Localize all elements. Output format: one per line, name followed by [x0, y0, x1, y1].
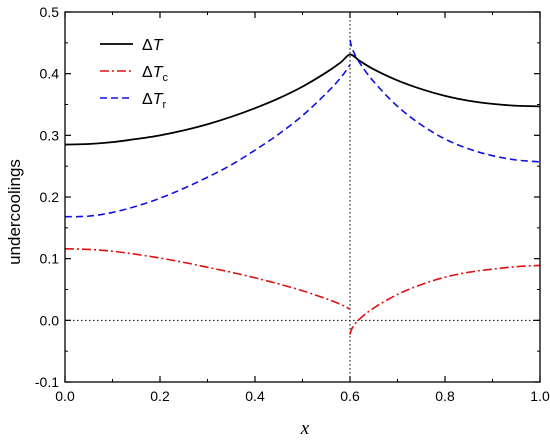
- x-tick-label: 0.0: [55, 388, 75, 404]
- ticks: 0.0 0.2 0.4 0.6 0.8 1.0-0.10.00.10.20.30.40.5: [35, 4, 550, 404]
- x-tick-label: 0.4: [245, 388, 265, 404]
- legend-label-0: ΔT: [142, 37, 164, 54]
- reference-lines: [65, 12, 540, 382]
- y-tick-label: 0.2: [40, 189, 60, 205]
- series-line-2-segment-0: [64, 64, 351, 218]
- x-axis-label: x: [300, 418, 310, 439]
- legend-label-2: ΔTr: [142, 91, 166, 111]
- series-line-2-segment-1: [349, 39, 541, 163]
- plot-frame: [64, 11, 541, 383]
- y-tick-label: 0.0: [40, 312, 60, 328]
- y-tick-label: 0.4: [40, 66, 60, 82]
- series-line-1-segment-1: [349, 264, 541, 335]
- x-tick-label: 0.8: [435, 388, 455, 404]
- series-layer: [64, 39, 541, 335]
- y-tick-label: 0.5: [40, 4, 60, 20]
- series-line-1-segment-0: [64, 248, 351, 310]
- y-axis-label: undercoolings: [5, 159, 24, 265]
- y-tick-label: 0.1: [40, 251, 60, 267]
- legend-label-1: ΔTc: [142, 64, 168, 84]
- series-line-0-segment-0: [64, 53, 541, 146]
- y-tick-label: 0.3: [40, 127, 60, 143]
- x-tick-label: 0.6: [340, 388, 360, 404]
- y-tick-label: -0.1: [35, 374, 59, 390]
- legend: ΔT ΔTc ΔTr: [100, 37, 168, 111]
- x-tick-label: 0.2: [150, 388, 170, 404]
- x-tick-label: 1.0: [530, 388, 550, 404]
